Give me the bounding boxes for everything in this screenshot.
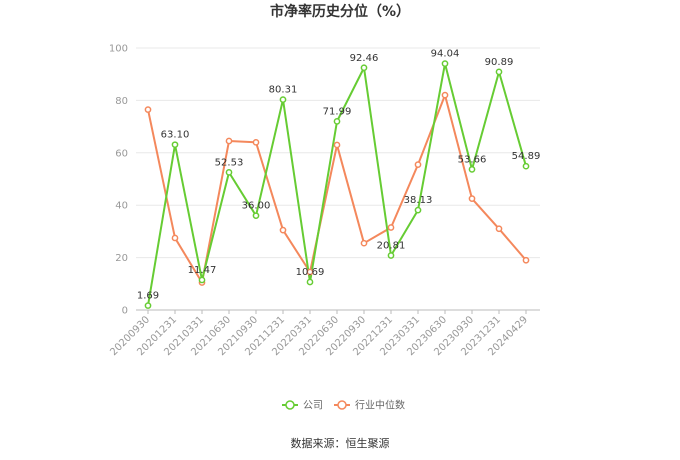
grid [136, 47, 540, 259]
data-label: 71.99 [323, 106, 352, 117]
data-point-company [387, 252, 395, 259]
legend: 公司 行业中位数 [282, 399, 405, 412]
data-label: 20.81 [377, 240, 406, 251]
data-point-industry-median [360, 239, 368, 247]
data-point-company [522, 162, 530, 170]
data-point-company [306, 278, 314, 286]
source-text: 数据来源：恒生聚源 [291, 436, 390, 450]
data-point-company [279, 96, 287, 103]
data-point-industry-median [306, 268, 314, 276]
x-axis: 2020093020201231202103312021063020210930… [108, 309, 540, 358]
data-label: 63.10 [161, 130, 190, 141]
data-point-company [252, 212, 260, 220]
legend-marker [337, 400, 347, 410]
y-tick-label: 0 [122, 306, 128, 317]
data-point-company [333, 118, 341, 125]
data-point-industry-median [171, 234, 179, 242]
data-labels: 1.69 63.10 11.47 52.53 36.00 80.31 10.69 71.99 9… [137, 49, 540, 302]
legend-label: 行业中位数 [355, 399, 405, 412]
data-point-company [225, 169, 233, 176]
data-point-company [360, 64, 368, 72]
data-point-industry-median [522, 256, 530, 264]
y-tick-label: 20 [115, 253, 128, 264]
y-tick-label: 40 [115, 201, 128, 212]
y-tick-label: 80 [115, 96, 128, 107]
data-point-company [171, 141, 179, 149]
data-label: 1.69 [137, 291, 159, 302]
data-point-company [414, 206, 422, 214]
data-point-company [468, 166, 476, 173]
data-point-industry-median [414, 161, 422, 168]
y-tick-label: 60 [115, 148, 128, 159]
data-point-industry-median [225, 137, 233, 145]
data-point-industry-median [252, 138, 260, 146]
data-point-company [198, 276, 206, 284]
data-label: 36.00 [242, 201, 271, 212]
data-label: 10.69 [296, 267, 325, 278]
data-point-company [441, 60, 449, 67]
data-point-industry-median [468, 195, 476, 202]
legend-marker [285, 400, 295, 410]
data-point-industry-median [495, 225, 503, 233]
legend-label: 公司 [303, 401, 323, 412]
data-label: 54.89 [512, 151, 541, 162]
data-label: 92.46 [350, 53, 379, 64]
data-point-industry-median [279, 226, 287, 234]
data-label: 11.47 [188, 265, 217, 276]
data-point-company [144, 302, 152, 309]
chart-title: 市净率历史分位（%） [270, 3, 410, 20]
y-tick-label: 100 [109, 44, 128, 55]
data-label: 94.04 [431, 49, 460, 60]
data-point-industry-median [441, 91, 449, 99]
data-label: 80.31 [269, 85, 298, 96]
series-points [144, 60, 530, 309]
data-label: 53.66 [458, 154, 487, 165]
data-point-company [495, 68, 503, 76]
data-label: 52.53 [215, 157, 244, 168]
data-label: 90.89 [485, 57, 514, 68]
data-point-industry-median [144, 106, 152, 113]
data-point-industry-median [333, 141, 341, 149]
data-label: 38.13 [404, 195, 433, 206]
y-axis: 0 20 40 60 80 100 [109, 44, 128, 317]
data-point-industry-median [387, 224, 395, 231]
